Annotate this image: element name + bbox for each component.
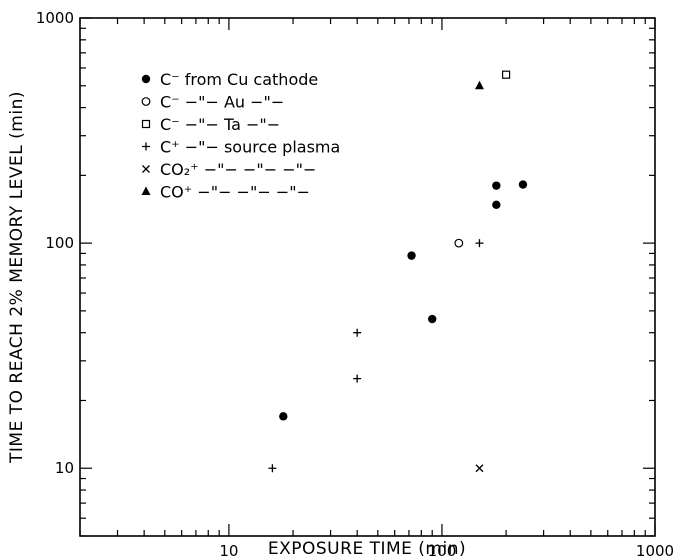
data-point	[353, 328, 362, 337]
legend: C⁻ from Cu cathode C⁻ −"− Au −"− C⁻ −"− Ta…	[141, 70, 340, 202]
data-point	[501, 70, 511, 79]
legend-label: C⁻ −"− Ta −"−	[160, 115, 280, 134]
legend-label: C⁺ −"− source plasma	[160, 138, 340, 157]
x-tick-label: 100	[428, 542, 457, 559]
data-point	[279, 412, 288, 421]
axis-ticks	[79, 17, 656, 537]
legend-marker	[141, 74, 151, 84]
legend-marker	[141, 186, 151, 195]
data-point	[475, 464, 484, 473]
plot-frame	[79, 17, 656, 537]
x-axis-label: EXPOSURE TIME (min)	[268, 539, 466, 559]
data-point	[268, 464, 277, 473]
legend-label: CO⁺ −"− −"− −"−	[160, 183, 310, 202]
data-point	[492, 200, 501, 209]
legend-label: CO₂⁺ −"− −"− −"−	[160, 160, 316, 179]
y-tick-label: 10	[55, 459, 74, 477]
data-point	[353, 374, 362, 383]
legend-marker	[141, 119, 151, 129]
legend-marker	[142, 142, 150, 151]
data-point	[474, 80, 484, 90]
data-point	[518, 180, 528, 189]
data-point	[475, 239, 484, 248]
data-points	[268, 70, 528, 473]
data-point	[454, 238, 464, 248]
data-point	[492, 181, 501, 190]
legend-label: C⁻ from Cu cathode	[160, 70, 318, 89]
x-tick-label: 10	[219, 542, 238, 559]
x-tick-label: 1000	[636, 542, 674, 559]
legend-marker	[141, 97, 151, 106]
legend-marker	[142, 165, 150, 173]
data-point	[407, 251, 416, 260]
tick-labels: 10 100 1000 10 100 1000	[36, 9, 674, 559]
y-tick-label: 100	[45, 234, 74, 252]
y-axis-label: TIME TO REACH 2% MEMORY LEVEL (min)	[7, 91, 27, 464]
data-point	[428, 314, 437, 324]
y-tick-label: 1000	[36, 9, 74, 27]
legend-label: C⁻ −"− Au −"−	[160, 93, 284, 112]
